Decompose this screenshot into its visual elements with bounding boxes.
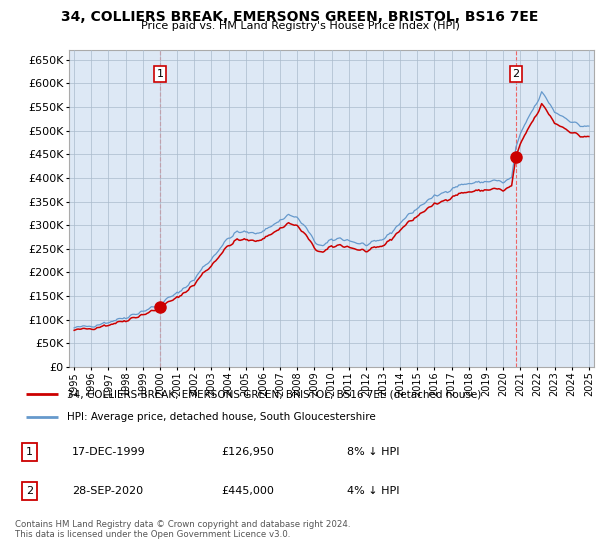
Text: 8% ↓ HPI: 8% ↓ HPI (347, 447, 400, 457)
Text: £445,000: £445,000 (221, 486, 274, 496)
Text: 2: 2 (26, 486, 33, 496)
Text: 34, COLLIERS BREAK, EMERSONS GREEN, BRISTOL, BS16 7EE (detached house): 34, COLLIERS BREAK, EMERSONS GREEN, BRIS… (67, 389, 481, 399)
Text: Contains HM Land Registry data © Crown copyright and database right 2024.
This d: Contains HM Land Registry data © Crown c… (15, 520, 350, 539)
Text: 28-SEP-2020: 28-SEP-2020 (73, 486, 143, 496)
Text: £126,950: £126,950 (221, 447, 274, 457)
Text: 17-DEC-1999: 17-DEC-1999 (73, 447, 146, 457)
Text: 1: 1 (157, 69, 163, 79)
Text: 2: 2 (512, 69, 520, 79)
Text: HPI: Average price, detached house, South Gloucestershire: HPI: Average price, detached house, Sout… (67, 412, 376, 422)
Text: Price paid vs. HM Land Registry's House Price Index (HPI): Price paid vs. HM Land Registry's House … (140, 21, 460, 31)
Text: 1: 1 (26, 447, 33, 457)
Text: 34, COLLIERS BREAK, EMERSONS GREEN, BRISTOL, BS16 7EE: 34, COLLIERS BREAK, EMERSONS GREEN, BRIS… (61, 10, 539, 24)
Text: 4% ↓ HPI: 4% ↓ HPI (347, 486, 400, 496)
